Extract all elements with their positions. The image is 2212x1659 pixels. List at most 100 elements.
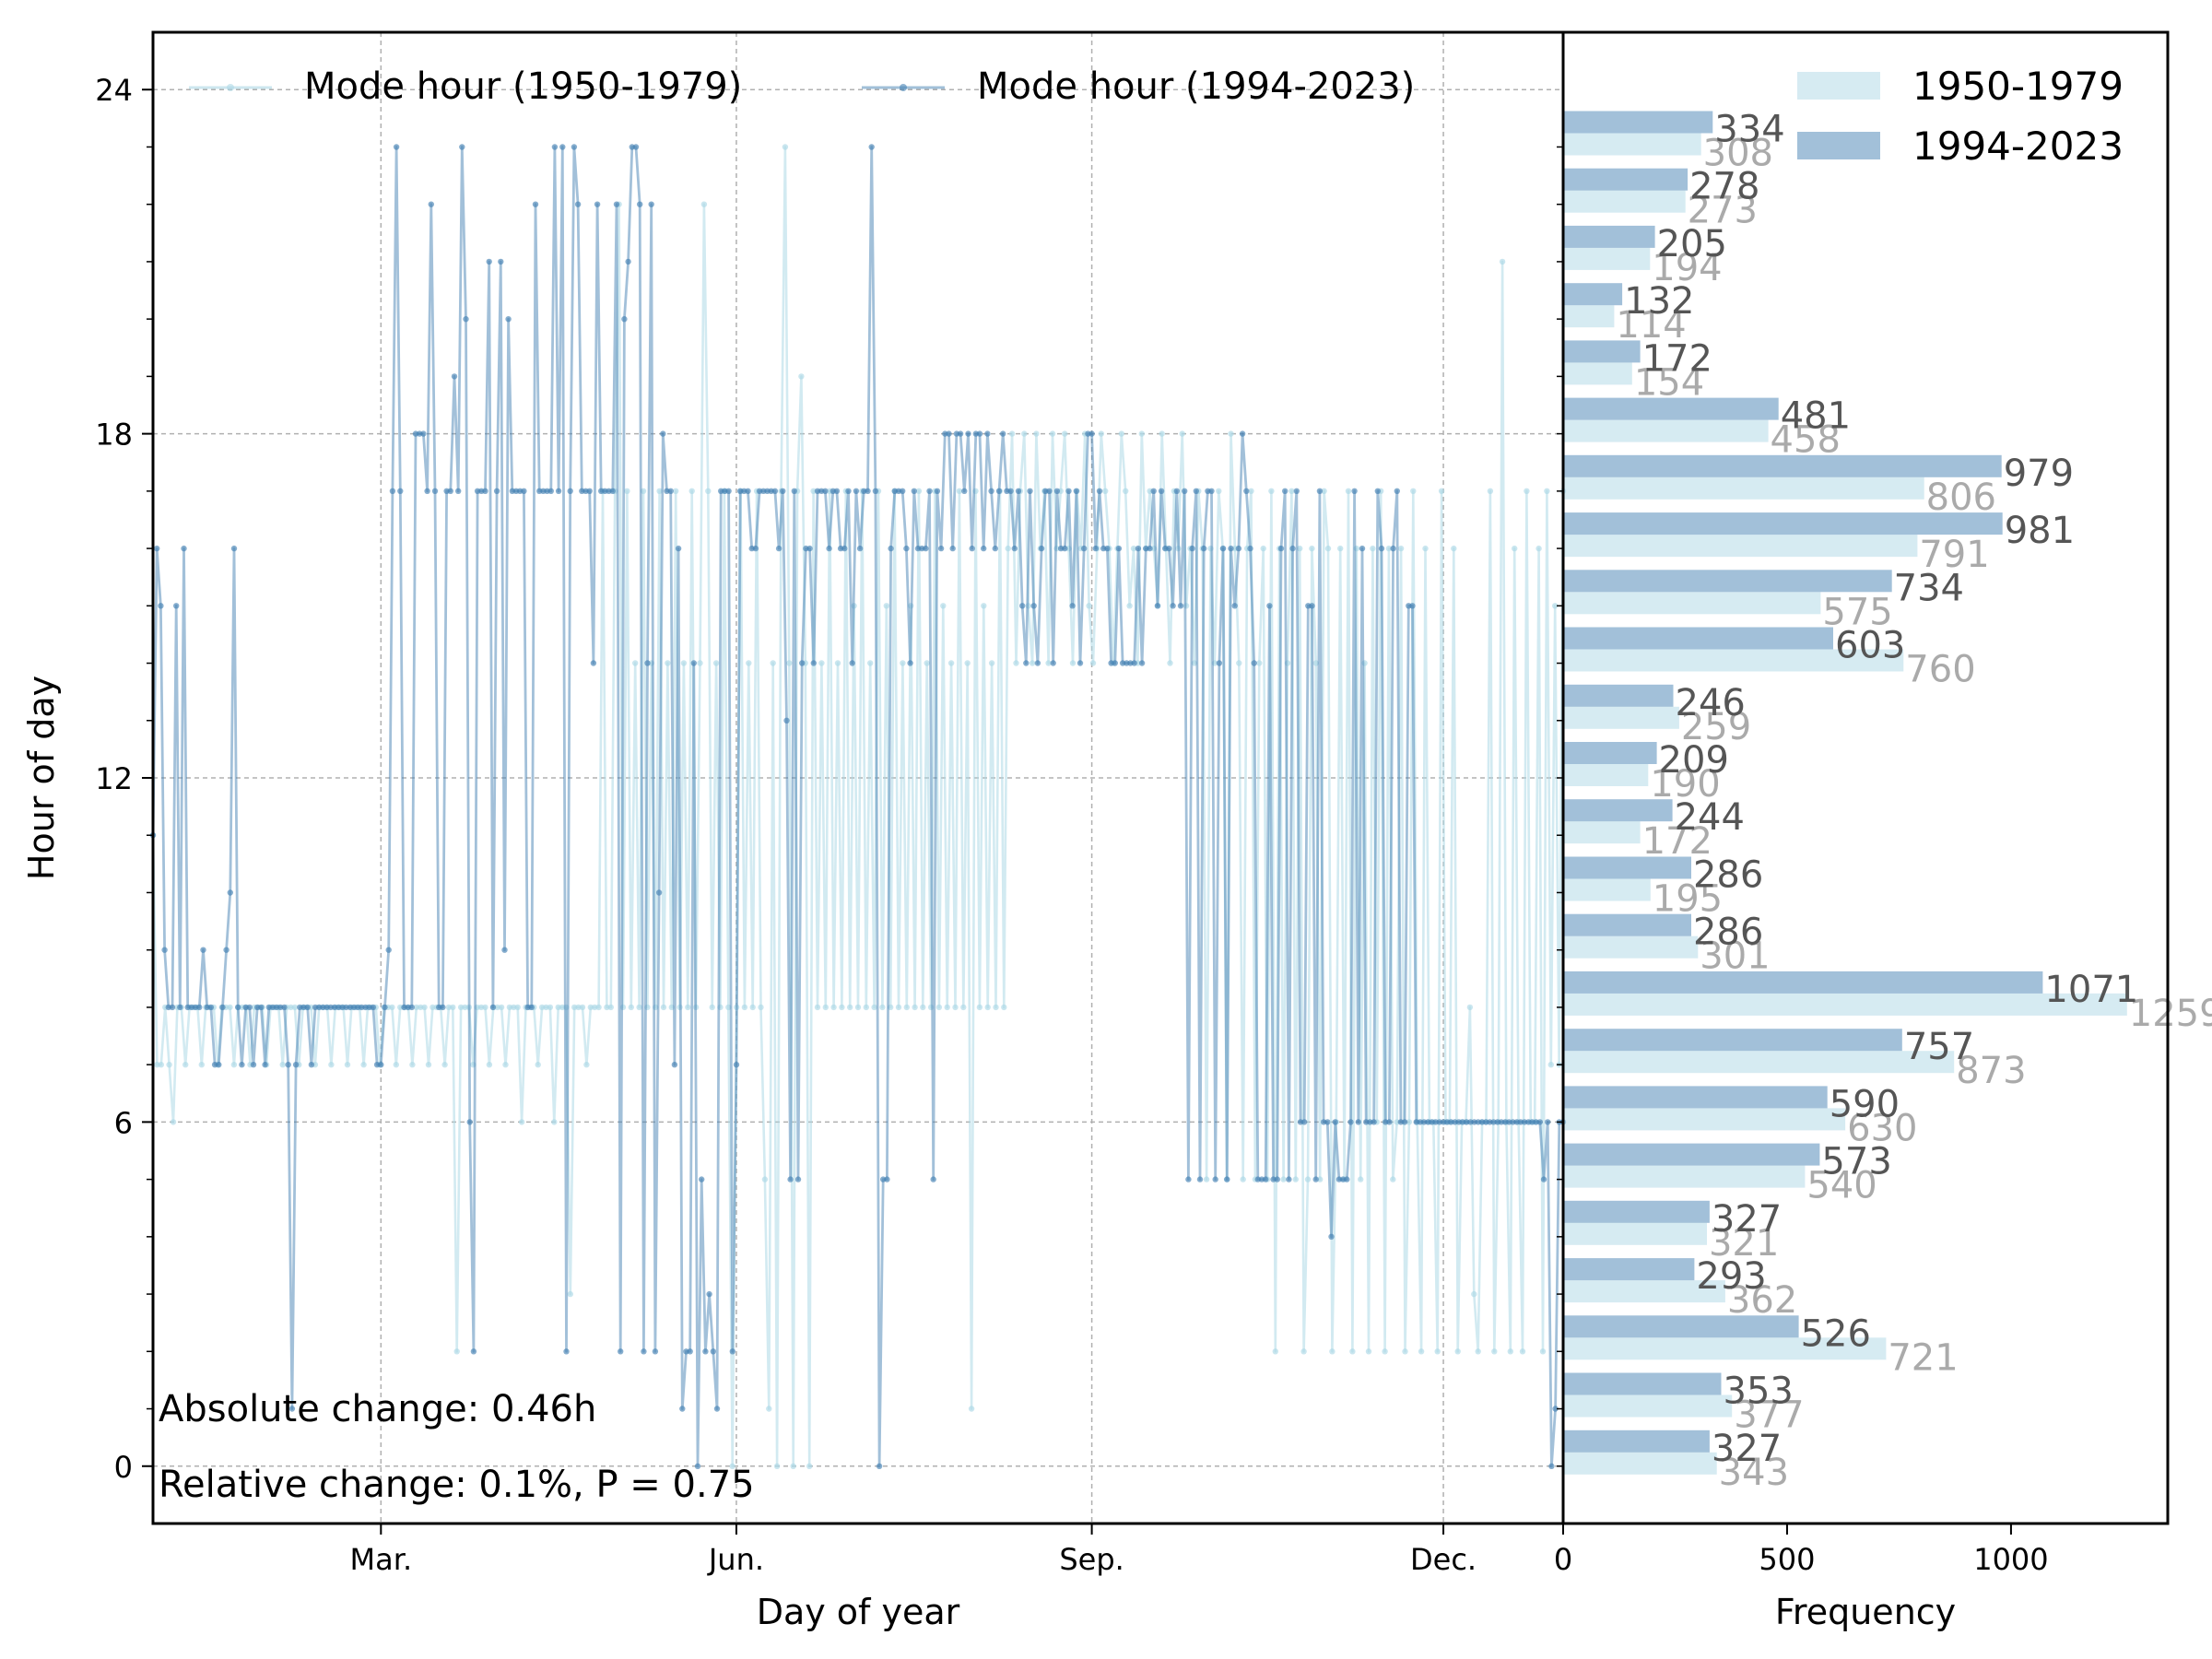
point-Mode hour (1950-1979) <box>1309 545 1315 552</box>
point-Mode hour (1994-2023) <box>1158 488 1165 494</box>
point-Mode hour (1994-2023) <box>706 1290 712 1298</box>
bar-value-label-1994-2023: 293 <box>1696 1255 1766 1298</box>
point-Mode hour (1950-1979) <box>1292 1176 1300 1182</box>
point-Mode hour (1950-1979) <box>543 1004 549 1011</box>
bar-value-label-1950-1979: 301 <box>1700 935 1770 978</box>
point-Mode hour (1950-1979) <box>182 1062 189 1068</box>
legend-marker-1994-2023 <box>900 84 907 91</box>
point-Mode hour (1950-1979) <box>1300 1348 1307 1355</box>
point-Mode hour (1994-2023) <box>1201 545 1207 552</box>
point-Mode hour (1994-2023) <box>1251 660 1257 666</box>
point-Mode hour (1950-1979) <box>535 1062 541 1068</box>
bar-value-label-1994-2023: 172 <box>1642 337 1712 380</box>
point-Mode hour (1950-1979) <box>685 1004 691 1011</box>
point-Mode hour (1950-1979) <box>697 660 703 666</box>
point-Mode hour (1994-2023) <box>161 947 168 953</box>
point-Mode hour (1994-2023) <box>219 1004 226 1011</box>
bar-value-label-1994-2023: 734 <box>1894 567 1964 609</box>
point-Mode hour (1950-1979) <box>477 1004 485 1011</box>
point-Mode hour (1950-1979) <box>551 1119 558 1125</box>
point-Mode hour (1950-1979) <box>1552 603 1559 609</box>
point-Mode hour (1994-2023) <box>1112 660 1119 666</box>
legend-swatch-1950-1979-bar <box>1797 72 1880 100</box>
point-Mode hour (1994-2023) <box>618 1348 624 1355</box>
point-Mode hour (1950-1979) <box>1312 660 1320 666</box>
legend-label-1994-2023-bar: 1994-2023 <box>1912 124 2124 169</box>
point-Mode hour (1950-1979) <box>450 1004 456 1011</box>
point-Mode hour (1994-2023) <box>961 488 968 494</box>
point-Mode hour (1950-1979) <box>1179 430 1185 437</box>
point-Mode hour (1994-2023) <box>1378 545 1385 552</box>
point-Mode hour (1950-1979) <box>279 1062 286 1068</box>
point-Mode hour (1994-2023) <box>1355 1119 1362 1125</box>
point-Mode hour (1994-2023) <box>1053 488 1061 494</box>
point-Mode hour (1994-2023) <box>976 430 983 437</box>
point-Mode hour (1950-1979) <box>1069 660 1077 666</box>
bar-1950-1979 <box>1563 362 1632 385</box>
point-Mode hour (1994-2023) <box>389 488 396 494</box>
bar-1950-1979 <box>1563 1165 1806 1188</box>
bar-value-label-1950-1979: 540 <box>1806 1165 1877 1207</box>
point-Mode hour (1950-1979) <box>940 603 947 609</box>
bar-1950-1979 <box>1563 878 1651 901</box>
point-Mode hour (1994-2023) <box>632 144 640 150</box>
point-Mode hour (1950-1979) <box>288 1004 294 1011</box>
y-tick-label: 18 <box>95 418 133 453</box>
point-Mode hour (1950-1979) <box>1272 1348 1279 1355</box>
point-Mode hour (1950-1979) <box>413 1004 419 1011</box>
point-Mode hour (1994-2023) <box>1224 1176 1230 1182</box>
point-Mode hour (1950-1979) <box>1268 488 1275 494</box>
point-Mode hour (1950-1979) <box>1519 1348 1526 1355</box>
line-series-layer <box>149 144 1567 1470</box>
point-Mode hour (1994-2023) <box>1170 603 1176 609</box>
point-Mode hour (1950-1979) <box>583 1062 590 1068</box>
point-Mode hour (1950-1979) <box>806 1463 813 1470</box>
point-Mode hour (1994-2023) <box>699 1176 705 1182</box>
point-Mode hour (1950-1979) <box>166 1062 172 1068</box>
point-Mode hour (1994-2023) <box>181 545 187 552</box>
line-legend: Mode hour (1950-1979) Mode hour (1994-20… <box>189 65 1415 108</box>
point-Mode hour (1950-1979) <box>1451 545 1457 552</box>
point-Mode hour (1950-1979) <box>518 1119 525 1125</box>
point-Mode hour (1994-2023) <box>1131 660 1137 666</box>
point-Mode hour (1950-1979) <box>729 1463 735 1470</box>
point-Mode hour (1994-2023) <box>969 545 975 552</box>
point-Mode hour (1950-1979) <box>1434 1348 1441 1355</box>
bar-value-label-1950-1979: 259 <box>1681 706 1751 748</box>
point-Mode hour (1994-2023) <box>1243 488 1250 494</box>
point-Mode hour (1994-2023) <box>393 144 400 150</box>
point-Mode hour (1950-1979) <box>462 1004 468 1011</box>
bar-1994-2023 <box>1563 684 1674 707</box>
bar-1950-1979 <box>1563 649 1904 672</box>
point-Mode hour (1994-2023) <box>1212 1176 1218 1182</box>
point-Mode hour (1950-1979) <box>1297 545 1303 552</box>
point-Mode hour (1994-2023) <box>876 1463 883 1470</box>
point-Mode hour (1950-1979) <box>1062 430 1068 437</box>
bar-1994-2023 <box>1563 397 1779 420</box>
point-Mode hour (1994-2023) <box>1015 488 1022 494</box>
point-Mode hour (1950-1979) <box>1370 545 1376 552</box>
point-Mode hour (1994-2023) <box>799 660 806 666</box>
point-Mode hour (1950-1979) <box>567 1290 573 1298</box>
point-Mode hour (1994-2023) <box>900 488 906 494</box>
point-Mode hour (1950-1979) <box>1086 603 1092 609</box>
point-Mode hour (1994-2023) <box>625 258 631 265</box>
point-Mode hour (1994-2023) <box>173 603 180 609</box>
bar-value-label-1950-1979: 190 <box>1650 763 1720 806</box>
histogram-bars-layer: 3433273773537215263622933213275405736305… <box>1563 108 2212 1494</box>
point-Mode hour (1950-1979) <box>1406 1119 1413 1125</box>
point-Mode hour (1950-1979) <box>900 660 906 666</box>
point-Mode hour (1994-2023) <box>771 488 779 494</box>
bar-1994-2023 <box>1563 168 1688 191</box>
point-Mode hour (1994-2023) <box>1239 430 1246 437</box>
point-Mode hour (1950-1979) <box>1329 1348 1335 1355</box>
point-Mode hour (1950-1979) <box>1288 488 1295 494</box>
point-Mode hour (1994-2023) <box>250 1062 257 1068</box>
bar-1950-1979 <box>1563 821 1641 844</box>
point-Mode hour (1950-1979) <box>1130 545 1137 552</box>
point-Mode hour (1994-2023) <box>752 545 759 552</box>
point-Mode hour (1994-2023) <box>239 1062 245 1068</box>
point-Mode hour (1994-2023) <box>1115 545 1123 552</box>
point-Mode hour (1994-2023) <box>567 488 573 494</box>
